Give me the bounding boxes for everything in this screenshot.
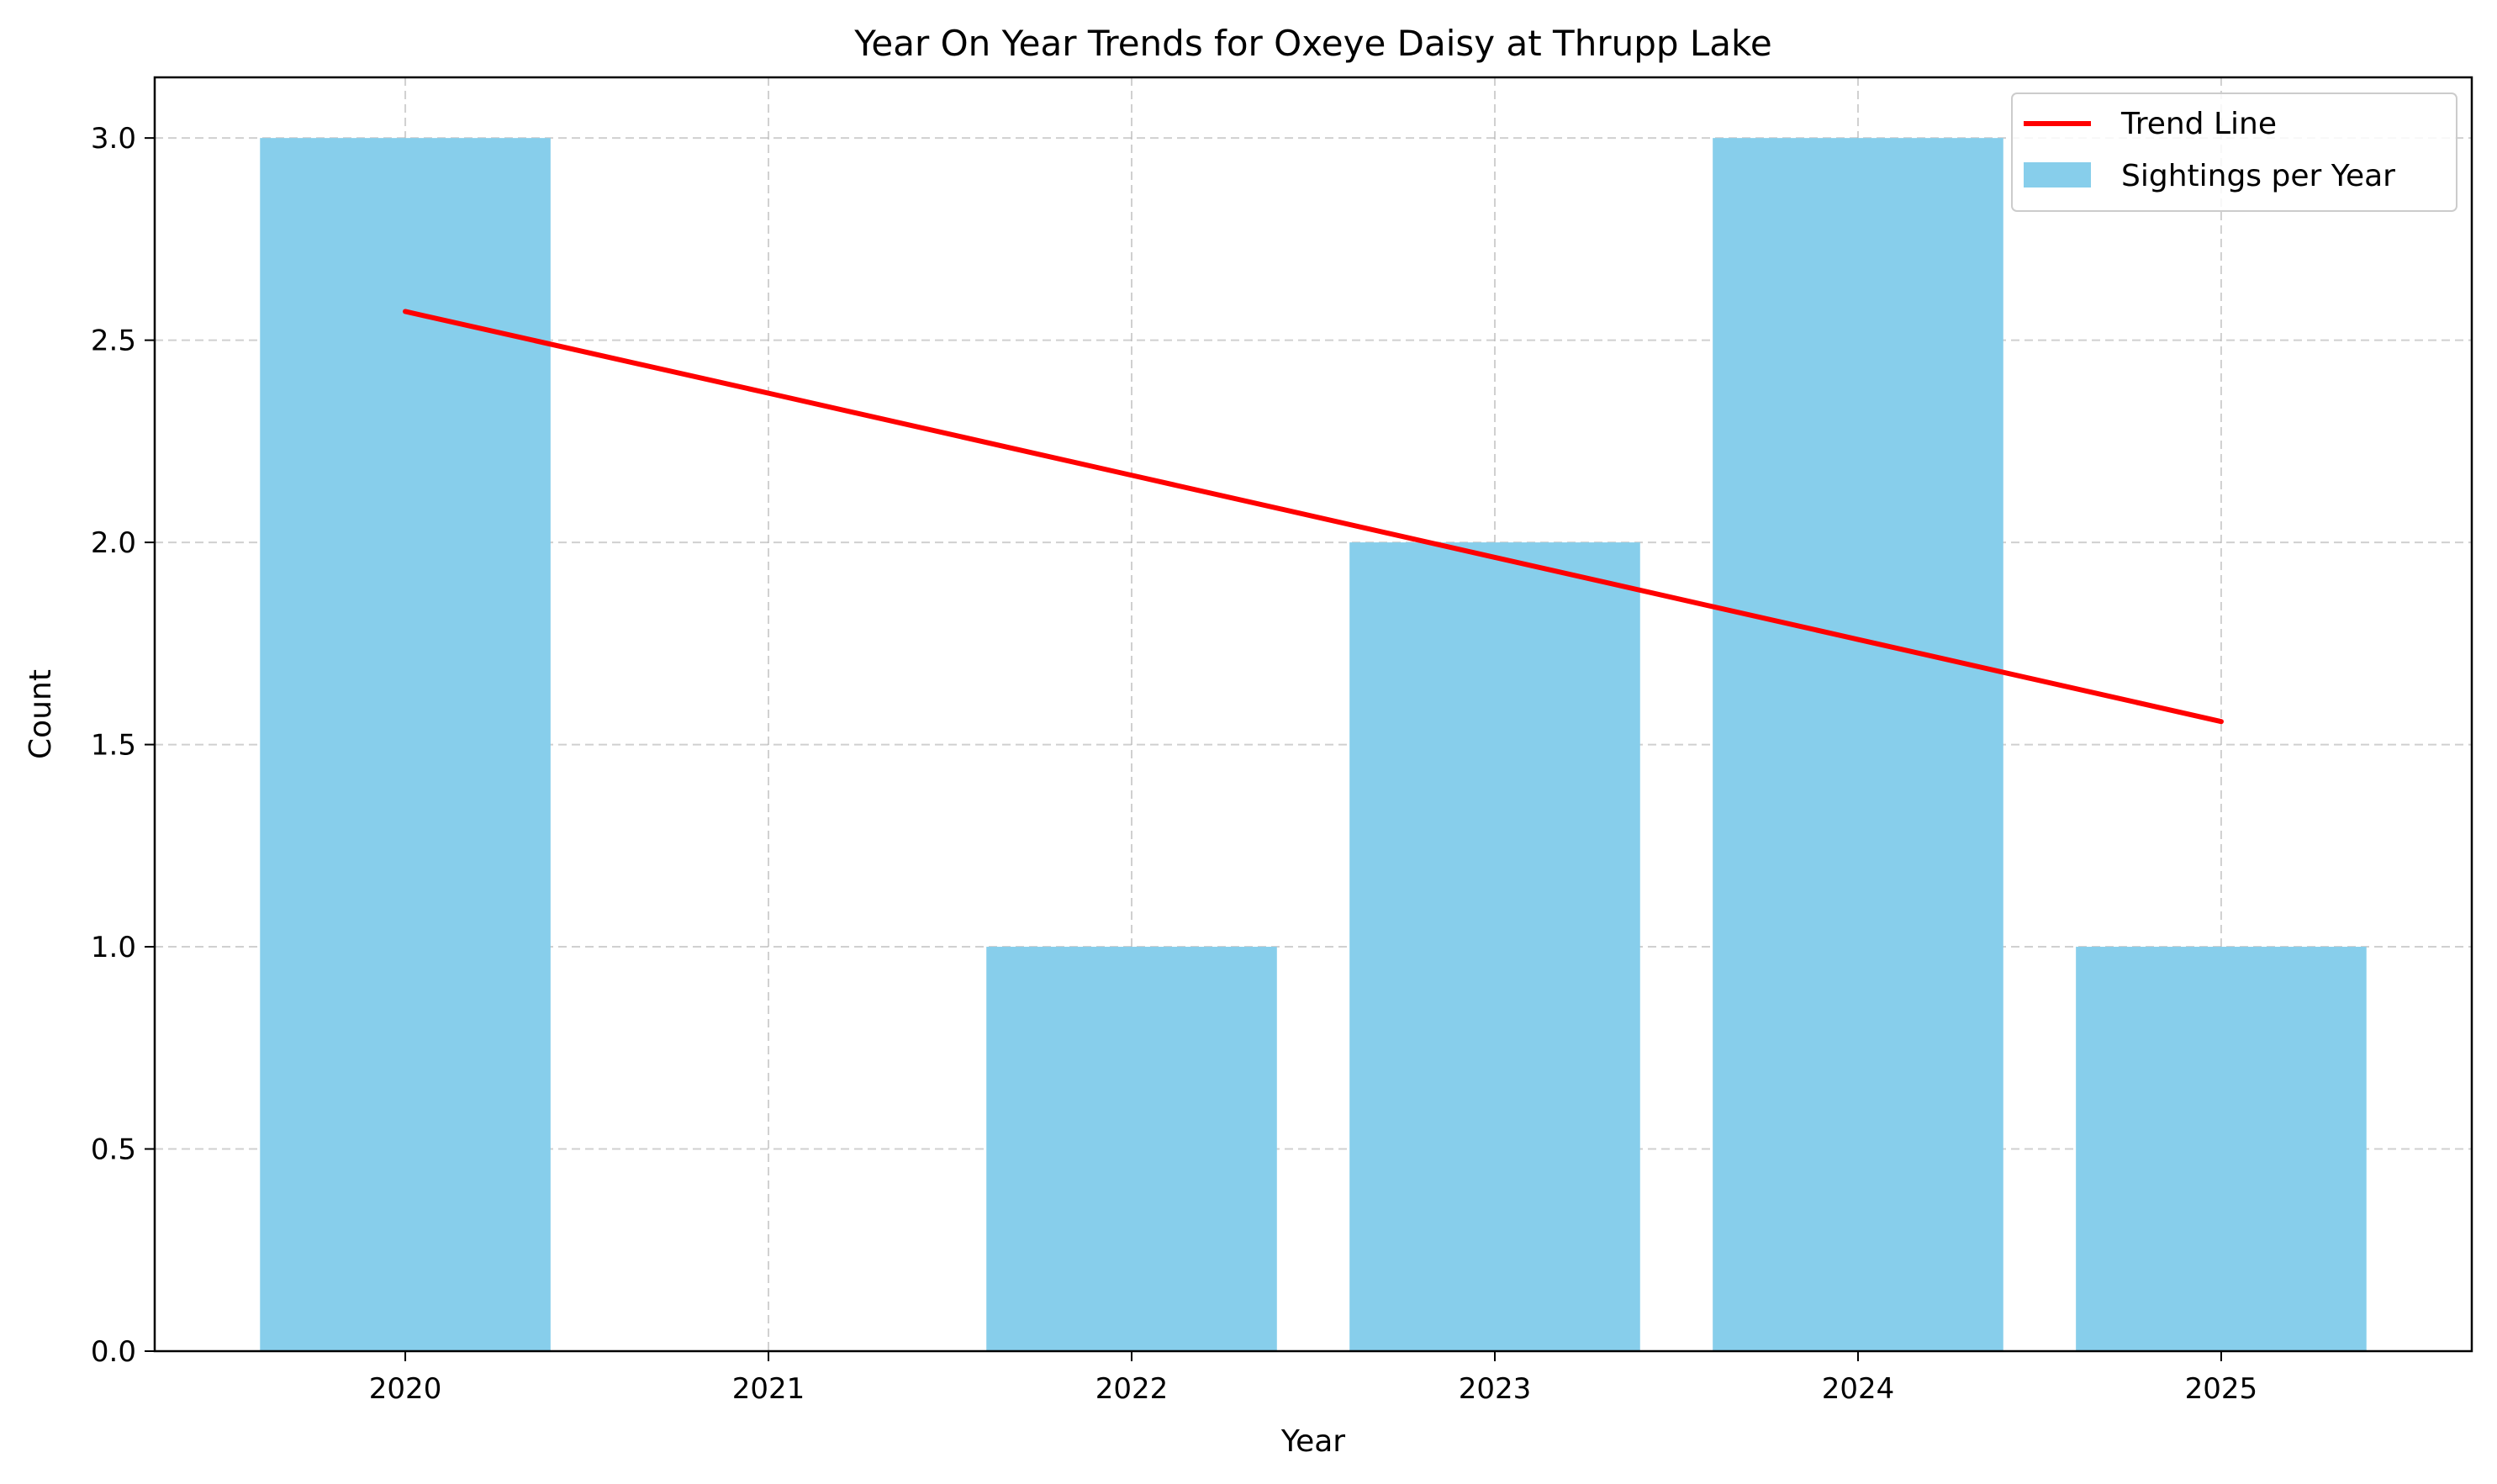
- x-tick-label: 2025: [2185, 1372, 2258, 1406]
- chart-title: Year On Year Trends for Oxeye Daisy at T…: [853, 23, 1771, 64]
- y-tick-label: 0.0: [91, 1335, 136, 1369]
- legend-swatch-sightings: [2024, 162, 2091, 187]
- x-tick-label: 2022: [1095, 1372, 1169, 1406]
- x-tick-label: 2021: [732, 1372, 805, 1406]
- x-tick-label: 2023: [1459, 1372, 1532, 1406]
- y-tick-label: 2.5: [91, 325, 136, 358]
- bar: [260, 138, 551, 1352]
- y-tick-label: 3.0: [91, 122, 136, 156]
- bars: [260, 138, 2367, 1352]
- x-axis-label: Year: [1280, 1424, 1345, 1459]
- legend: Trend Line Sightings per Year: [2011, 92, 2457, 212]
- y-axis-label: Count: [24, 669, 58, 759]
- trend-line: [403, 309, 2224, 725]
- y-tick-label: 2.0: [91, 526, 136, 560]
- x-tick-label: 2024: [1822, 1372, 1895, 1406]
- bar: [2076, 947, 2367, 1351]
- legend-box: [2011, 92, 2457, 212]
- legend-label-trend-line: Trend Line: [2120, 107, 2277, 141]
- ticks: 2020 2021 2022 2023 2024 2025 0.0 0.5 1.0 1.5 2.0 2…: [91, 122, 2257, 1406]
- y-tick-label: 1.5: [91, 729, 136, 763]
- legend-label-sightings: Sightings per Year: [2121, 159, 2395, 193]
- trend-line-layer: [403, 309, 2224, 725]
- y-tick-label: 0.5: [91, 1133, 136, 1167]
- plot-frame: [153, 76, 2473, 1353]
- bar: [986, 947, 1277, 1351]
- bar: [1713, 138, 2003, 1352]
- y-tick-label: 1.0: [91, 931, 136, 964]
- bar: [1349, 542, 1640, 1351]
- x-tick-label: 2020: [369, 1372, 442, 1406]
